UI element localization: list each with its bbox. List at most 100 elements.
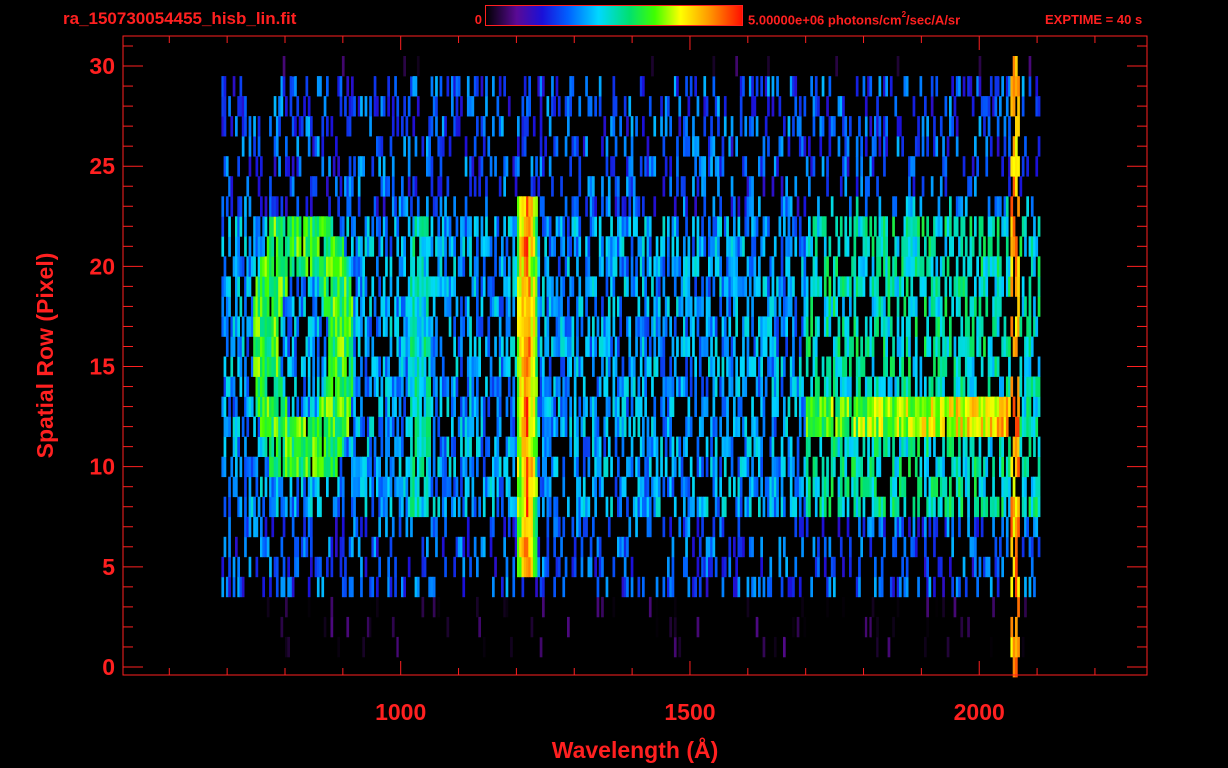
heatmap-cell <box>1012 216 1016 237</box>
heatmap-cell <box>696 236 700 257</box>
heatmap-cell <box>412 296 416 317</box>
heatmap-cell <box>739 396 743 417</box>
heatmap-cell <box>644 216 647 237</box>
heatmap-cell <box>899 516 902 538</box>
heatmap-cell <box>1037 256 1041 277</box>
heatmap-cell <box>764 276 768 297</box>
heatmap-cell <box>419 436 422 457</box>
heatmap-cell <box>669 436 672 457</box>
heatmap-cell <box>892 536 895 558</box>
heatmap-cell <box>519 536 522 558</box>
heatmap-cell <box>967 496 970 518</box>
heatmap-cell <box>351 436 354 457</box>
heatmap-cell <box>605 156 609 177</box>
heatmap-cell <box>751 116 754 137</box>
heatmap-cell <box>282 276 286 297</box>
heatmap-cell <box>692 116 695 137</box>
heatmap-cell <box>646 316 650 337</box>
heatmap-cell <box>230 356 234 377</box>
heatmap-cell <box>926 556 929 578</box>
heatmap-cell <box>933 116 936 137</box>
heatmap-cell <box>917 516 920 538</box>
heatmap-cell <box>523 256 527 277</box>
heatmap-cell <box>612 556 616 578</box>
heatmap-cell <box>273 296 277 317</box>
heatmap-cell <box>539 636 543 658</box>
heatmap-cell <box>746 596 750 618</box>
heatmap-cell <box>364 336 368 357</box>
heatmap-cell <box>985 96 989 117</box>
heatmap-cell <box>235 436 238 457</box>
heatmap-cell <box>530 376 534 397</box>
heatmap-cell <box>487 476 491 498</box>
heatmap-cell <box>426 536 429 558</box>
heatmap-cell <box>612 236 616 257</box>
heatmap-cell <box>357 276 361 297</box>
heatmap-cell <box>951 236 954 257</box>
heatmap-cell <box>632 176 636 197</box>
heatmap-cell <box>346 336 350 357</box>
heatmap-cell <box>241 116 245 137</box>
heatmap-cell <box>908 316 911 337</box>
heatmap-cell <box>412 76 416 97</box>
heatmap-cell <box>910 436 914 457</box>
heatmap-cell <box>758 576 761 598</box>
heatmap-cell <box>562 576 566 598</box>
heatmap-cell <box>792 216 795 237</box>
heatmap-cell <box>405 516 409 538</box>
heatmap-cell <box>451 236 454 257</box>
heatmap-cell <box>335 496 338 518</box>
heatmap-cell <box>426 256 429 277</box>
heatmap-cell <box>626 376 629 397</box>
heatmap-cell <box>844 436 848 457</box>
heatmap-cell <box>228 236 231 257</box>
heatmap-cell <box>978 336 982 357</box>
heatmap-cell <box>401 476 404 498</box>
heatmap-cell <box>426 376 429 397</box>
heatmap-cell <box>628 96 632 117</box>
heatmap-cell <box>460 396 463 417</box>
heatmap-cell <box>437 636 441 658</box>
heatmap-cell <box>598 476 602 498</box>
heatmap-cell <box>899 416 902 437</box>
heatmap-cell <box>389 416 393 437</box>
heatmap-cell <box>867 376 870 397</box>
heatmap-cell <box>676 136 679 157</box>
heatmap-cell <box>294 456 297 478</box>
heatmap-cell <box>1010 76 1014 97</box>
heatmap-cell <box>387 556 390 578</box>
heatmap-cell <box>323 376 327 397</box>
heatmap-cell <box>412 236 416 257</box>
heatmap-cell <box>603 376 607 397</box>
heatmap-cell <box>983 236 986 257</box>
heatmap-cell <box>501 356 504 377</box>
heatmap-cell <box>435 396 438 417</box>
heatmap-cell <box>328 196 331 217</box>
heatmap-cell <box>760 336 763 357</box>
heatmap-cell <box>723 276 727 297</box>
heatmap-cell <box>660 396 663 417</box>
heatmap-cell <box>780 196 784 217</box>
heatmap-cell <box>1012 96 1016 117</box>
heatmap-cell <box>514 496 518 518</box>
heatmap-cell <box>644 456 647 478</box>
heatmap-cell <box>435 96 438 117</box>
heatmap-cell <box>578 516 582 538</box>
heatmap-cell <box>978 556 982 578</box>
heatmap-cell <box>264 256 268 277</box>
heatmap-cell <box>808 396 811 417</box>
heatmap-cell <box>814 356 818 377</box>
heatmap-cell <box>535 376 538 397</box>
heatmap-cell <box>592 216 595 237</box>
heatmap-cell <box>453 116 456 137</box>
heatmap-cell <box>589 276 593 297</box>
heatmap-cell <box>817 536 820 558</box>
heatmap-cell <box>1003 216 1007 237</box>
heatmap-cell <box>680 376 684 397</box>
heatmap-cell <box>310 196 313 217</box>
heatmap-cell <box>714 256 718 277</box>
heatmap-cell <box>371 416 375 437</box>
heatmap-cell <box>423 556 427 578</box>
heatmap-cell <box>960 236 964 257</box>
heatmap-cell <box>316 476 320 498</box>
